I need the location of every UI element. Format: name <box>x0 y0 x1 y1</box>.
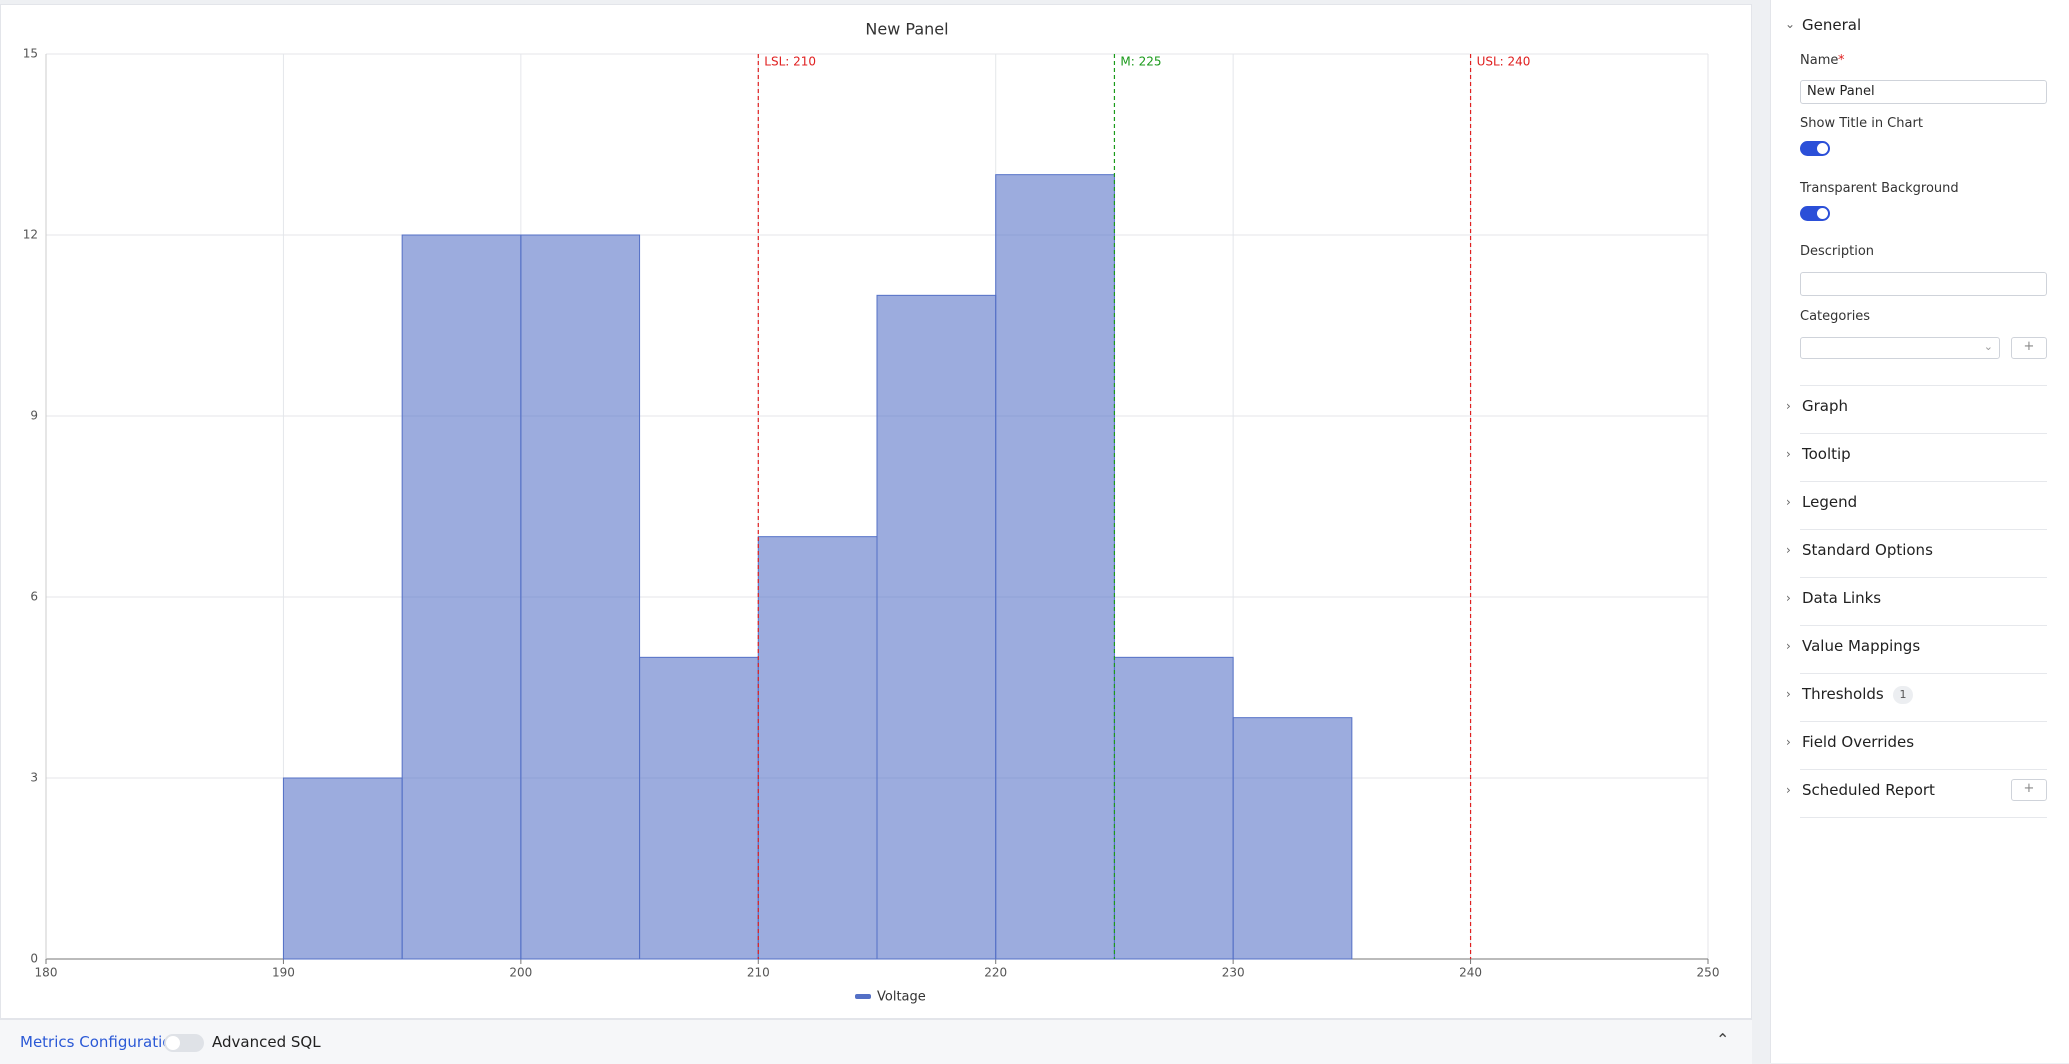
bar <box>1113 656 1234 960</box>
field-label: Show Title in Chart <box>1800 116 1923 131</box>
x-tick-label: 230 <box>1222 966 1245 980</box>
field-label: Categories <box>1800 309 1871 324</box>
add-button[interactable]: + <box>2011 337 2047 359</box>
required-mark: * <box>1838 53 1845 68</box>
toggle[interactable] <box>1800 141 1830 156</box>
section-title[interactable]: Field Overrides <box>1802 733 1915 751</box>
x-tick-label: 200 <box>509 966 532 980</box>
x-tick-label: 250 <box>1697 966 1720 980</box>
badge: 1 <box>1893 686 1913 704</box>
chart-panel: New Panel 0 3 6 9 12 15 180 190 200 210 220 230 240 25… <box>0 4 1752 1019</box>
bar <box>995 174 1115 960</box>
section-title[interactable]: Thresholds <box>1802 685 1884 703</box>
collapse-button[interactable]: ⌃ <box>1716 1030 1730 1049</box>
bar <box>876 294 997 960</box>
y-tick-label: 6 <box>30 590 38 604</box>
chevron[interactable]: › <box>1786 687 1791 701</box>
separator <box>1800 625 2047 626</box>
section-title[interactable]: Standard Options <box>1802 541 1933 559</box>
separator <box>1800 481 2047 482</box>
separator <box>1800 769 2047 770</box>
chevron[interactable]: › <box>1786 783 1791 797</box>
bar <box>401 234 522 960</box>
y-tick-label: 12 <box>23 228 38 242</box>
description-input[interactable] <box>1800 272 2047 296</box>
reference-label: M: 225 <box>1120 55 1161 69</box>
chevron[interactable]: › <box>1786 591 1791 605</box>
y-tick-label: 3 <box>30 771 38 785</box>
metrics-tab[interactable]: Metrics Configuration <box>20 1033 181 1051</box>
toggle[interactable] <box>1800 206 1830 221</box>
section-title[interactable]: Scheduled Report <box>1802 781 1935 799</box>
section-title[interactable]: Tooltip <box>1802 445 1851 463</box>
x-tick-label: 210 <box>747 966 770 980</box>
section-title[interactable]: Legend <box>1802 493 1858 511</box>
separator <box>1800 817 2047 818</box>
bar <box>639 656 759 960</box>
section-title[interactable]: General <box>1802 16 1862 34</box>
separator <box>1800 577 2047 578</box>
sidebar <box>1770 0 2069 1063</box>
chevron[interactable]: ⌄ <box>1785 17 1796 31</box>
y-tick-label: 15 <box>23 47 38 61</box>
separator <box>1800 721 2047 722</box>
chevron[interactable]: › <box>1786 735 1791 749</box>
separator <box>1800 529 2047 530</box>
field-label: Name <box>1800 53 1839 68</box>
section-title[interactable]: Graph <box>1802 397 1849 415</box>
field-label: Description <box>1800 244 1875 259</box>
bar <box>282 777 403 960</box>
separator <box>1800 433 2047 434</box>
bar <box>757 536 878 960</box>
separator <box>1800 673 2047 674</box>
y-tick-label: 0 <box>30 952 38 966</box>
bar <box>1232 717 1353 960</box>
field-label: Transparent Background <box>1800 181 1959 196</box>
reference-label: LSL: 210 <box>764 55 816 69</box>
legend-swatch <box>855 994 871 999</box>
legend-label: Voltage <box>877 990 926 1005</box>
add-button[interactable]: + <box>2011 779 2047 801</box>
x-tick-label: 180 <box>35 966 58 980</box>
x-tick-label: 220 <box>984 966 1007 980</box>
sql-toggle[interactable] <box>164 1034 204 1052</box>
name-input[interactable]: New Panel <box>1800 80 2047 104</box>
footer: Metrics Configuration Advanced SQL ⌃ <box>0 1019 1752 1064</box>
chevron[interactable]: › <box>1786 543 1791 557</box>
chevron[interactable]: › <box>1786 495 1791 509</box>
separator <box>1800 385 2047 386</box>
chevron[interactable]: › <box>1786 447 1791 461</box>
x-tick-label: 240 <box>1459 966 1482 980</box>
reference-label: USL: 240 <box>1477 55 1531 69</box>
section-title[interactable]: Data Links <box>1802 589 1882 607</box>
chart: New Panel 0 3 6 9 12 15 180 190 200 210 220 230 240 25… <box>23 20 1720 1005</box>
section-title[interactable]: Value Mappings <box>1802 637 1921 655</box>
chevron[interactable]: › <box>1786 639 1791 653</box>
bar <box>520 234 641 960</box>
chart-title: New Panel <box>865 20 948 39</box>
y-tick-label: 9 <box>30 409 38 423</box>
x-tick-label: 190 <box>272 966 295 980</box>
advanced-sql-label: Advanced SQL <box>212 1033 321 1051</box>
categories-select[interactable]: ⌄ <box>1800 337 2000 359</box>
chevron[interactable]: › <box>1786 399 1791 413</box>
